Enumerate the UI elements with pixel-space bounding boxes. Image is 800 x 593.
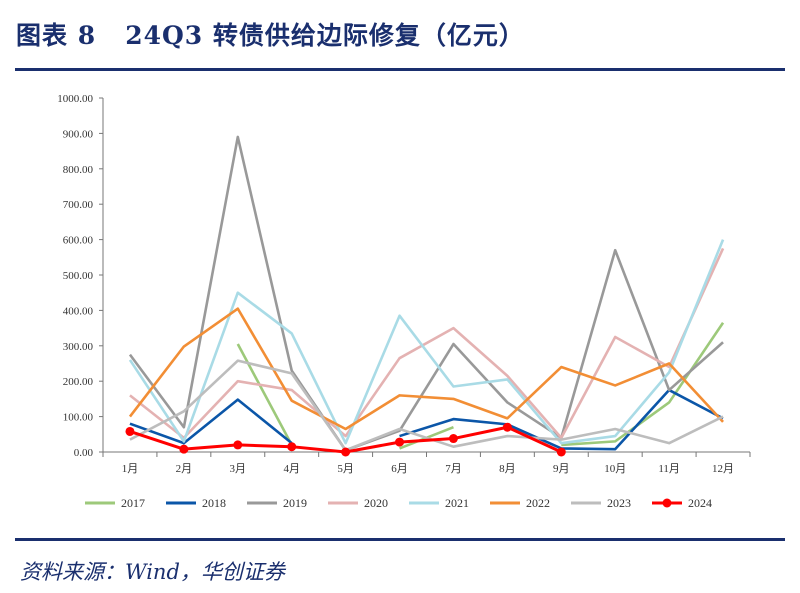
y-tick-label: 900.00 [63, 128, 94, 140]
y-tick-label: 800.00 [63, 164, 94, 176]
x-tick-label: 1月 [122, 463, 139, 475]
x-tick-label: 10月 [604, 463, 626, 475]
legend-label-2021: 2021 [445, 496, 469, 510]
data-point-2024 [125, 426, 135, 436]
legend-label-2019: 2019 [283, 496, 307, 510]
legend-label-2022: 2022 [526, 496, 550, 510]
series-line-2019 [128, 135, 724, 452]
top-divider [15, 68, 785, 71]
x-tick-label: 12月 [712, 463, 734, 475]
y-tick-label: 600.00 [63, 235, 94, 247]
series-line-2020 [129, 247, 725, 440]
y-tick-label: 700.00 [63, 199, 94, 211]
data-point-2024 [448, 434, 458, 444]
y-tick-label: 0.00 [74, 447, 94, 459]
data-point-2024 [233, 440, 243, 450]
x-tick-label: 7月 [445, 463, 462, 475]
legend-label-2020: 2020 [364, 496, 388, 510]
x-tick-label: 6月 [391, 463, 408, 475]
series-line-2017 [561, 322, 725, 447]
data-point-2024 [502, 422, 512, 432]
series-line-2021 [128, 239, 725, 445]
bottom-divider [15, 538, 785, 541]
legend-label-2024: 2024 [688, 496, 712, 510]
legend-label-2023: 2023 [607, 496, 631, 510]
y-tick-label: 200.00 [63, 376, 94, 388]
y-tick-label: 400.00 [63, 305, 94, 317]
data-point-2024 [179, 444, 189, 454]
series-line-2023 [129, 359, 724, 452]
y-tick-label: 100.00 [63, 412, 94, 424]
legend-label-2017: 2017 [121, 496, 145, 510]
y-tick-label: 300.00 [63, 341, 94, 353]
y-tick-label: 500.00 [63, 270, 94, 282]
legend-marker-2024 [662, 498, 672, 508]
x-tick-label: 4月 [283, 463, 300, 475]
series-line-2022 [128, 307, 724, 431]
data-point-2024 [287, 442, 297, 452]
source-note: 资料来源：Wind，华创证券 [20, 560, 285, 584]
series-line-2018 [129, 398, 293, 445]
x-tick-label: 9月 [553, 463, 570, 475]
series-line-2017 [236, 343, 293, 446]
y-tick-label: 1000.00 [57, 93, 93, 105]
x-tick-label: 5月 [337, 463, 354, 475]
x-tick-label: 8月 [499, 463, 516, 475]
legend-label-2018: 2018 [202, 496, 226, 510]
data-point-2024 [556, 447, 566, 457]
figure-title: 图表 8 24Q3 转债供给边际修复（亿元） [16, 21, 525, 50]
x-tick-label: 2月 [176, 463, 193, 475]
data-point-2024 [395, 437, 405, 447]
x-tick-label: 11月 [658, 463, 680, 475]
x-tick-label: 3月 [230, 463, 247, 475]
data-point-2024 [341, 447, 351, 457]
